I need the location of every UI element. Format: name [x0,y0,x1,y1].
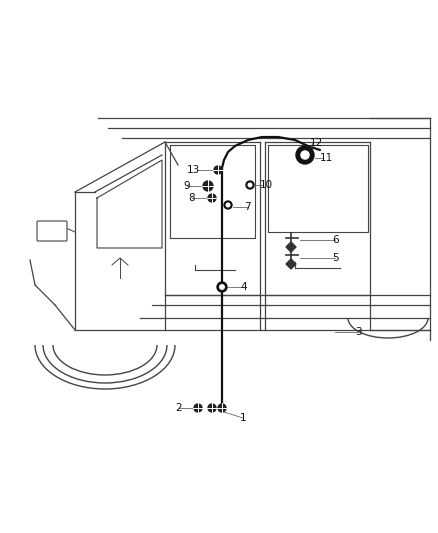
Text: 1: 1 [240,413,247,423]
Text: 6: 6 [332,235,339,245]
Text: 8: 8 [188,193,195,203]
Circle shape [301,151,309,159]
Text: 5: 5 [332,253,339,263]
Text: 11: 11 [320,153,333,163]
Circle shape [226,203,230,207]
Text: 7: 7 [244,202,251,212]
Circle shape [194,404,202,412]
Circle shape [208,194,216,202]
Text: 4: 4 [240,282,247,292]
Circle shape [248,183,252,187]
Text: 10: 10 [260,180,273,190]
Circle shape [224,201,232,209]
Circle shape [246,181,254,189]
Polygon shape [286,242,296,252]
Polygon shape [286,259,296,269]
Circle shape [214,166,222,174]
Text: 2: 2 [175,403,182,413]
Text: 9: 9 [184,181,190,191]
FancyBboxPatch shape [37,221,67,241]
Circle shape [208,404,216,412]
Text: 13: 13 [187,165,200,175]
Text: 12: 12 [310,138,323,148]
Circle shape [218,404,226,412]
Circle shape [203,181,213,191]
Circle shape [296,146,314,164]
Text: 3: 3 [355,327,362,337]
Circle shape [217,282,227,292]
Circle shape [220,285,224,289]
